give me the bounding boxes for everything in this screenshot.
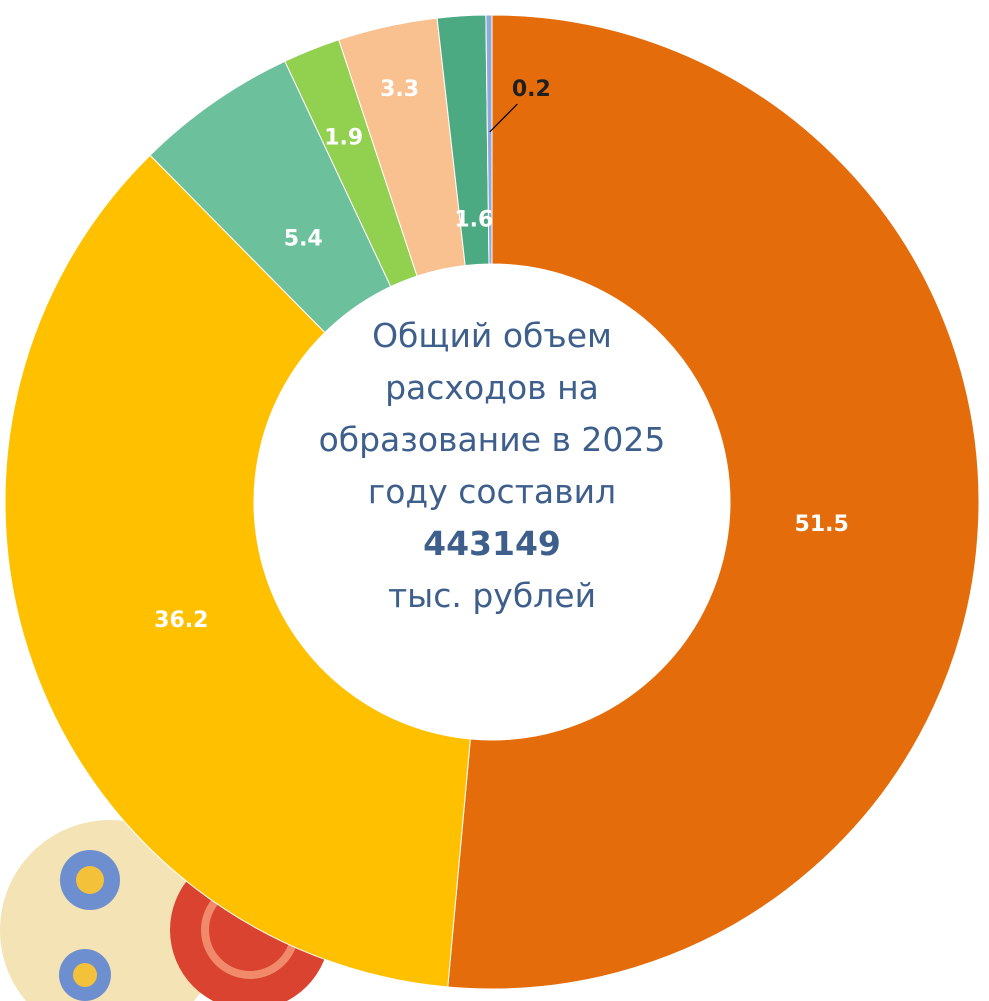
- slice: [485, 14, 493, 265]
- data-label: 51.5: [795, 512, 849, 537]
- center-text: Общий объем расходов на образование в 20…: [317, 310, 667, 622]
- data-label: 1.9: [324, 125, 363, 150]
- data-label: 1.6: [454, 208, 493, 233]
- data-label: 0.2: [512, 77, 551, 102]
- center-unit: тыс. рублей: [387, 576, 597, 615]
- data-label: 3.3: [380, 77, 419, 102]
- center-caption: Общий объем расходов на образование в 20…: [318, 316, 666, 511]
- data-label: 5.4: [284, 226, 323, 251]
- slice: [447, 14, 980, 990]
- center-total: 443149: [423, 524, 561, 563]
- data-label: 36.2: [154, 608, 208, 633]
- leader-line: [489, 103, 518, 133]
- slice: [4, 154, 471, 988]
